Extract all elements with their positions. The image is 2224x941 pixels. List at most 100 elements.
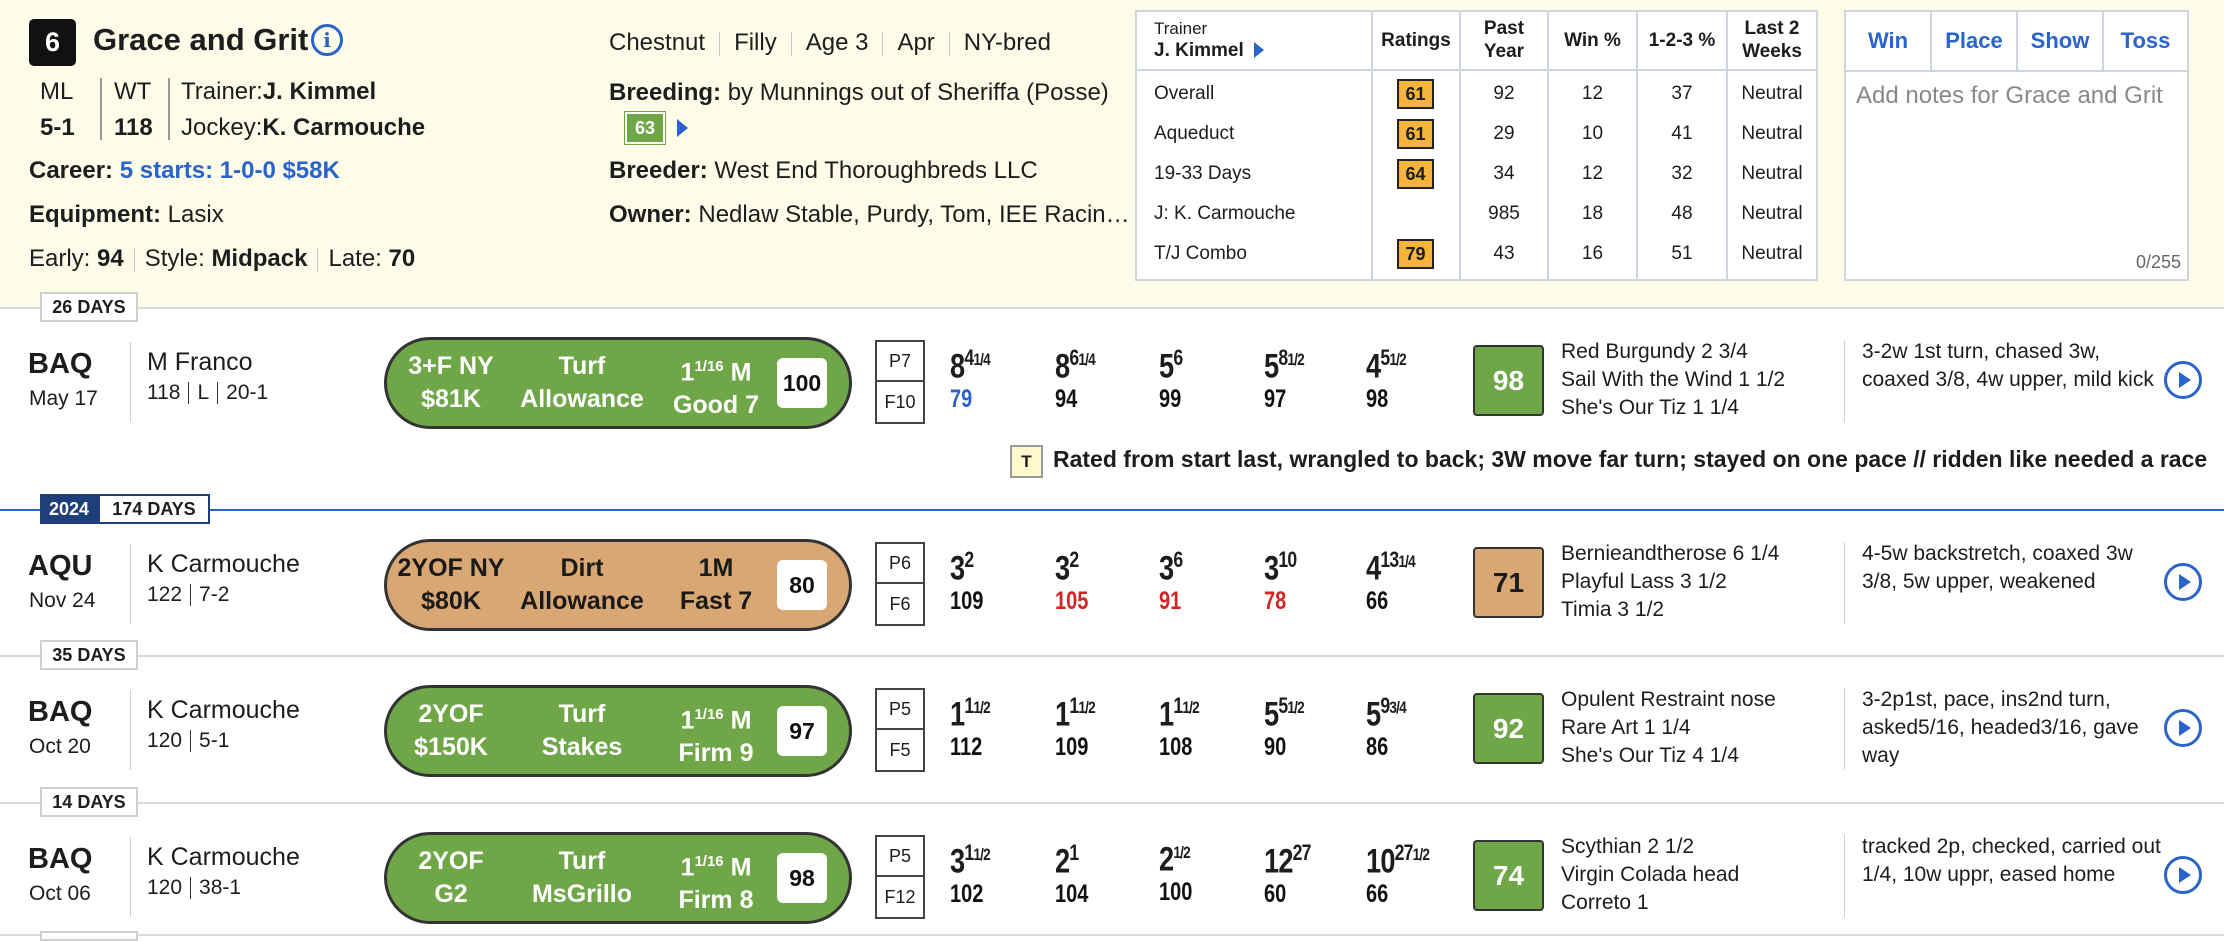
race-type: Turf Allowance [507, 350, 657, 416]
play-replay-icon[interactable] [2164, 361, 2202, 399]
finisher-3[interactable]: She's Our Tiz 4 1/4 [1561, 744, 1739, 767]
finisher-2[interactable]: Playful Lass 3 1/2 [1561, 570, 1727, 593]
notes-input[interactable] [1846, 70, 2187, 279]
race-score: 100 [777, 358, 827, 408]
odds: 7-2 [199, 583, 230, 606]
attr-age: Age 3 [805, 29, 869, 56]
finisher-1[interactable]: Scythian 2 1/2 [1561, 835, 1695, 858]
jockey-label: Jockey: [181, 114, 263, 141]
finisher-2[interactable]: Virgin Colada head [1561, 863, 1740, 886]
race-conditions-pill[interactable]: 2YOF $150K Turf Stakes 11/16 M Firm 9 97 [384, 685, 852, 777]
lengths-fraction: 1/2 [1287, 350, 1304, 369]
play-replay-icon[interactable] [2164, 709, 2202, 747]
row-divider [0, 655, 2224, 657]
place-button[interactable]: Place [1932, 12, 2018, 70]
call-position: 56 99 [1159, 340, 1249, 414]
trainer-arrow-icon[interactable] [1254, 42, 1264, 58]
top-finishers: Opulent Restraint nose Rare Art 1 1/4 Sh… [1561, 686, 1776, 770]
trip-note: Rated from start last, wrangled to back;… [1053, 446, 2208, 472]
track-code[interactable]: BAQ [28, 696, 93, 728]
early-value: 94 [97, 245, 124, 272]
show-button[interactable]: Show [2018, 12, 2104, 70]
lengths-fraction: 1/2 [1182, 698, 1199, 717]
expand-arrow-icon[interactable] [677, 119, 688, 137]
post-position: P5 [877, 690, 923, 730]
race-conditions-pill[interactable]: 3+F NY $81K Turf Allowance 11/16 M Good 7 1… [384, 337, 852, 429]
career-link[interactable]: 5 starts: 1-0-0 $58K [119, 157, 340, 184]
trainer-stats-table: Trainer J. Kimmel Ratings Past Year Win %… [1135, 10, 1818, 281]
weight: 118 [114, 114, 153, 141]
play-replay-icon[interactable] [2164, 563, 2202, 601]
race-name: Allowance [520, 587, 644, 615]
position: 1 [1159, 695, 1174, 734]
finisher-2[interactable]: Sail With the Wind 1 1/2 [1561, 368, 1786, 391]
divider [130, 544, 131, 624]
pace-figure: 109 [1055, 733, 1089, 762]
divider [188, 382, 190, 405]
info-icon[interactable]: i [311, 24, 343, 56]
finisher-1[interactable]: Opulent Restraint nose [1561, 688, 1776, 711]
finisher-3[interactable]: Timia 3 1/2 [1561, 598, 1665, 621]
race-class: 2YOF G2 [397, 845, 505, 911]
track-code[interactable]: AQU [28, 550, 93, 582]
race-conditions-pill[interactable]: 2YOF G2 Turf MsGrillo 11/16 M Firm 8 98 [384, 832, 852, 924]
trip-comment: 4-5w backstretch, coaxed 3w 3/8, 5w uppe… [1862, 542, 2133, 593]
play-replay-icon[interactable] [2164, 856, 2202, 894]
trainer-line: Trainer:J. Kimmel [181, 78, 376, 106]
divider [130, 837, 131, 917]
race-class: 3+F NY $81K [397, 350, 505, 416]
year-tag: 2024 [40, 494, 98, 524]
jockey-name: K Carmouche [147, 696, 300, 724]
attr-foaled: Apr [897, 29, 935, 56]
finisher-3[interactable]: She's Our Tiz 1 1/4 [1561, 396, 1739, 419]
lengths: 9 [1380, 693, 1390, 718]
finisher-3[interactable]: Correto 1 [1561, 891, 1649, 914]
trainer-select[interactable]: J. Kimmel [1154, 40, 1244, 62]
lengths-fraction: 1/2 [1412, 845, 1430, 864]
finisher-2[interactable]: Rare Art 1 1/4 [1561, 716, 1691, 739]
top-finishers: Bernieandtherose 6 1/4 Playful Lass 3 1/… [1561, 540, 1779, 624]
toss-button[interactable]: Toss [2120, 28, 2171, 53]
divider [190, 877, 192, 900]
carried-weight: 122 [147, 583, 183, 606]
notes-char-counter: 0/255 [2135, 252, 2181, 272]
equipment-line: Equipment: Lasix [29, 201, 224, 229]
call-position: 21 104 [1055, 835, 1145, 909]
win-button[interactable]: Win [1846, 12, 1932, 70]
race-class: 2YOF NY $80K [397, 552, 505, 618]
lengths: 5 [1380, 345, 1390, 370]
finisher-1[interactable]: Red Burgundy 2 3/4 [1561, 340, 1748, 363]
trip-comment: tracked 2p, checked, carried out 1/4, 10… [1862, 835, 2161, 886]
post-field-box: P5 F5 [875, 688, 925, 772]
ml-label: ML [40, 78, 74, 105]
jockey-name[interactable]: K. Carmouche [262, 114, 426, 141]
wt-label: WT [114, 78, 152, 105]
track-code[interactable]: BAQ [28, 348, 93, 380]
trip-note-icon[interactable]: T [1010, 445, 1043, 478]
distance: 1 [680, 853, 695, 882]
pace-figure: 104 [1055, 880, 1089, 909]
call-position: 593/4 86 [1366, 688, 1456, 762]
trainer-name[interactable]: J. Kimmel [262, 78, 377, 105]
pace-figure: 90 [1264, 733, 1287, 762]
owner-line: Owner: Nedlaw Stable, Purdy, Tom, IEE Ra… [609, 201, 1130, 229]
finisher-1[interactable]: Bernieandtherose 6 1/4 [1561, 542, 1780, 565]
speed-figure: 98 [1473, 345, 1544, 416]
lengths-fraction: 1/2 [1389, 350, 1406, 369]
distance: 1 [680, 706, 695, 735]
pace-figure: 112 [950, 733, 983, 762]
stats-row-label: Aqueduct [1154, 123, 1235, 144]
position: 4 [1366, 347, 1381, 386]
lengths: 2 [1069, 547, 1079, 572]
style-value: Midpack [211, 245, 308, 272]
trip-comment: 3-2p1st, pace, ins2nd turn, asked5/16, h… [1862, 688, 2139, 767]
race-conditions-pill[interactable]: 2YOF NY $80K Dirt Allowance 1M Fast 7 80 [384, 539, 852, 631]
divider [1844, 835, 1845, 917]
itm-pct-value: 41 [1671, 123, 1693, 144]
divider [882, 31, 884, 56]
style-label: Style: [144, 245, 205, 272]
horse-name[interactable]: Grace and Grit [93, 22, 309, 57]
track-code[interactable]: BAQ [28, 843, 93, 875]
weight-odds-line: 120 5-1 [147, 729, 229, 753]
field-size: F12 [884, 886, 916, 907]
